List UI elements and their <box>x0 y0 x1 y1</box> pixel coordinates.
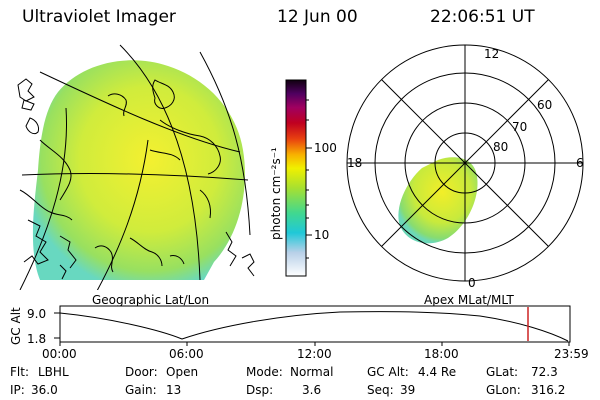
gain-value: 13 <box>166 383 182 397</box>
polar-label-top: 12 <box>484 47 500 61</box>
polar-auroral-oval <box>398 157 478 244</box>
colorbar <box>285 79 312 277</box>
polar-lat-80: 80 <box>493 140 509 154</box>
info-key: Dsp: <box>246 383 274 397</box>
info-key: GC Alt: <box>367 365 409 379</box>
altitude-xtick: 00:00 <box>42 347 77 361</box>
apex-map-label: Apex MLat/MLT <box>424 293 514 307</box>
info-key: Gain: <box>125 383 157 397</box>
date-readout: 12 Jun 00 <box>277 7 358 27</box>
orbit-altitude-curve <box>59 311 569 342</box>
altitude-ymin: 1.8 <box>27 332 47 346</box>
info-key: GLat: <box>486 365 519 379</box>
mode-value: Normal <box>290 365 334 379</box>
polar-lat-70: 70 <box>512 120 528 134</box>
geographic-grid <box>19 44 251 290</box>
info-key: Flt: <box>10 365 29 379</box>
info-key: Door: <box>125 365 158 379</box>
altitude-ymax: 9.0 <box>27 307 47 321</box>
time-readout: 22:06:51 UT <box>430 7 535 27</box>
polar-plot <box>346 44 584 282</box>
glon-value: 316.2 <box>531 383 566 397</box>
altitude-xtick: 12:00 <box>297 347 332 361</box>
glat-value: 72.3 <box>531 365 558 379</box>
dsp-value: 3.6 <box>302 383 322 397</box>
altitude-xtick: 23:59 <box>554 347 589 361</box>
info-key: IP: <box>10 383 25 397</box>
geographic-map-label: Geographic Lat/Lon <box>92 293 210 307</box>
coastlines <box>17 78 255 280</box>
altitude-xtick: 06:00 <box>169 347 204 361</box>
colorbar-unit-label: photon cm⁻²s⁻¹ <box>269 147 283 240</box>
auroral-emission-region <box>32 60 245 280</box>
info-key: Mode: <box>246 365 283 379</box>
polar-label-left: 18 <box>347 156 363 170</box>
altitude-ylabel: GC Alt <box>9 307 23 345</box>
colorbar-tick-10: 10 <box>314 228 330 242</box>
colorbar-tick-100: 100 <box>314 141 337 155</box>
ip-value: 36.0 <box>31 383 58 397</box>
polar-lat-60: 60 <box>537 98 553 112</box>
app-title: Ultraviolet Imager <box>22 7 176 27</box>
flt-value: LBHL <box>38 365 69 379</box>
polar-label-bottom: 0 <box>468 276 476 290</box>
altitude-xtick: 18:00 <box>424 347 459 361</box>
seq-value: 39 <box>400 383 416 397</box>
info-key: GLon: <box>486 383 521 397</box>
gc-alt-value: 4.4 Re <box>418 365 457 379</box>
info-key: Seq: <box>367 383 394 397</box>
polar-label-right: 6 <box>576 156 584 170</box>
altitude-panel <box>54 305 571 346</box>
geographic-image <box>17 44 255 290</box>
door-value: Open <box>166 365 199 379</box>
